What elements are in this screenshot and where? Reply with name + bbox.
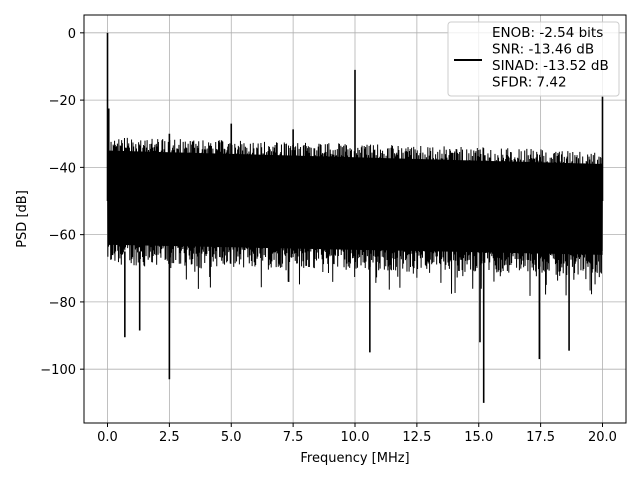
y-axis-label: PSD [dB]	[15, 190, 30, 248]
x-tick-label: 5.0	[221, 430, 242, 445]
y-tick-label: −40	[49, 161, 76, 176]
x-axis-label: Frequency [MHz]	[300, 451, 409, 466]
x-tick-label: 15.0	[464, 430, 493, 445]
x-tick-label: 7.5	[283, 430, 304, 445]
y-tick-label: −20	[49, 94, 76, 109]
y-tick-label: −60	[49, 229, 76, 244]
ticks: 0.0 2.5 5.0 7.5 10.0 12.5 15.0 17.5 20.0 0 −20 −40 −…	[40, 27, 617, 445]
legend-label: ENOB: -2.54 bits	[492, 25, 603, 41]
x-tick-label: 20.0	[588, 430, 617, 445]
legend-label: SNR: -13.46 dB	[492, 42, 594, 58]
legend-label: SINAD: -13.52 dB	[492, 58, 609, 74]
x-tick-label: 0.0	[97, 430, 118, 445]
plot-area	[106, 32, 604, 403]
x-tick-label: 10.0	[341, 430, 370, 445]
x-tick-label: 2.5	[159, 430, 180, 445]
legend-label: SFDR: 7.42	[492, 75, 567, 91]
y-tick-label: −100	[40, 363, 76, 378]
x-tick-label: 17.5	[526, 430, 555, 445]
y-tick-label: 0	[68, 27, 76, 42]
x-tick-label: 12.5	[402, 430, 431, 445]
legend-box	[447, 21, 620, 97]
y-tick-label: −80	[49, 296, 76, 311]
